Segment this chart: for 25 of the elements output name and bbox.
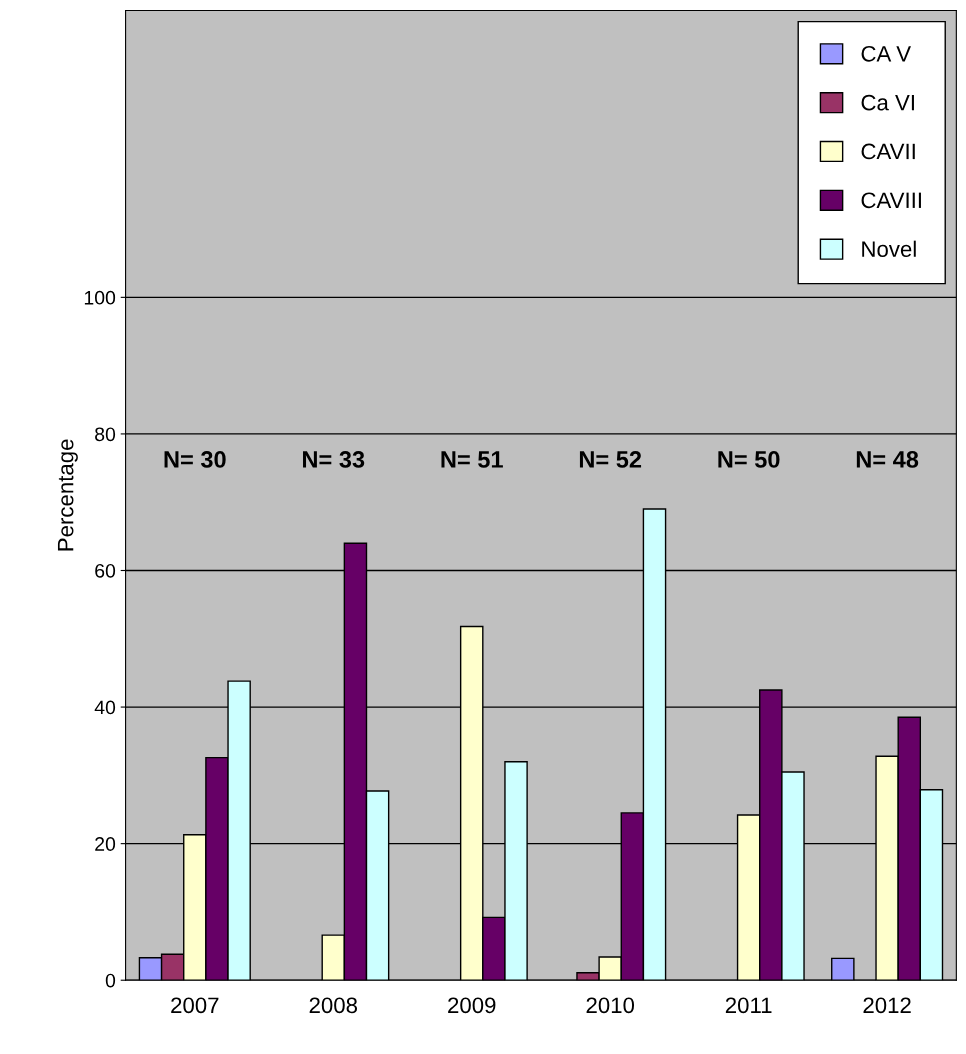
x-tick-label: 2007 bbox=[171, 997, 219, 1014]
x-tick-label: 2011 bbox=[725, 997, 772, 1014]
legend-label: CA V bbox=[861, 45, 911, 62]
y-tick-label: 100 bbox=[84, 290, 116, 305]
y-tick-label: 0 bbox=[105, 973, 116, 988]
x-tick-label: 2009 bbox=[448, 997, 496, 1014]
annotation: N= 30 bbox=[164, 451, 226, 468]
y-tick-label: 80 bbox=[95, 427, 116, 442]
annotation: N= 48 bbox=[856, 451, 919, 468]
x-tick-label: 2010 bbox=[586, 997, 635, 1014]
x-tick-label: 2008 bbox=[309, 997, 358, 1014]
x-tick-label: 2012 bbox=[863, 997, 911, 1014]
annotation: N= 50 bbox=[718, 451, 780, 468]
annotation: N= 52 bbox=[579, 451, 642, 468]
legend-label: CAVII bbox=[861, 143, 915, 160]
annotation: N= 33 bbox=[303, 451, 365, 468]
y-tick-label: 60 bbox=[95, 563, 116, 578]
legend-label: Novel bbox=[862, 240, 916, 257]
y-tick-label: 40 bbox=[94, 700, 116, 715]
bar bbox=[831, 957, 855, 981]
y-tick-label: 20 bbox=[95, 837, 116, 851]
annotation: N= 51 bbox=[441, 451, 503, 468]
legend-label: CAVIII bbox=[861, 192, 921, 209]
y-axis-title: Percentage bbox=[57, 439, 78, 551]
legend-label: Ca VI bbox=[861, 94, 914, 111]
